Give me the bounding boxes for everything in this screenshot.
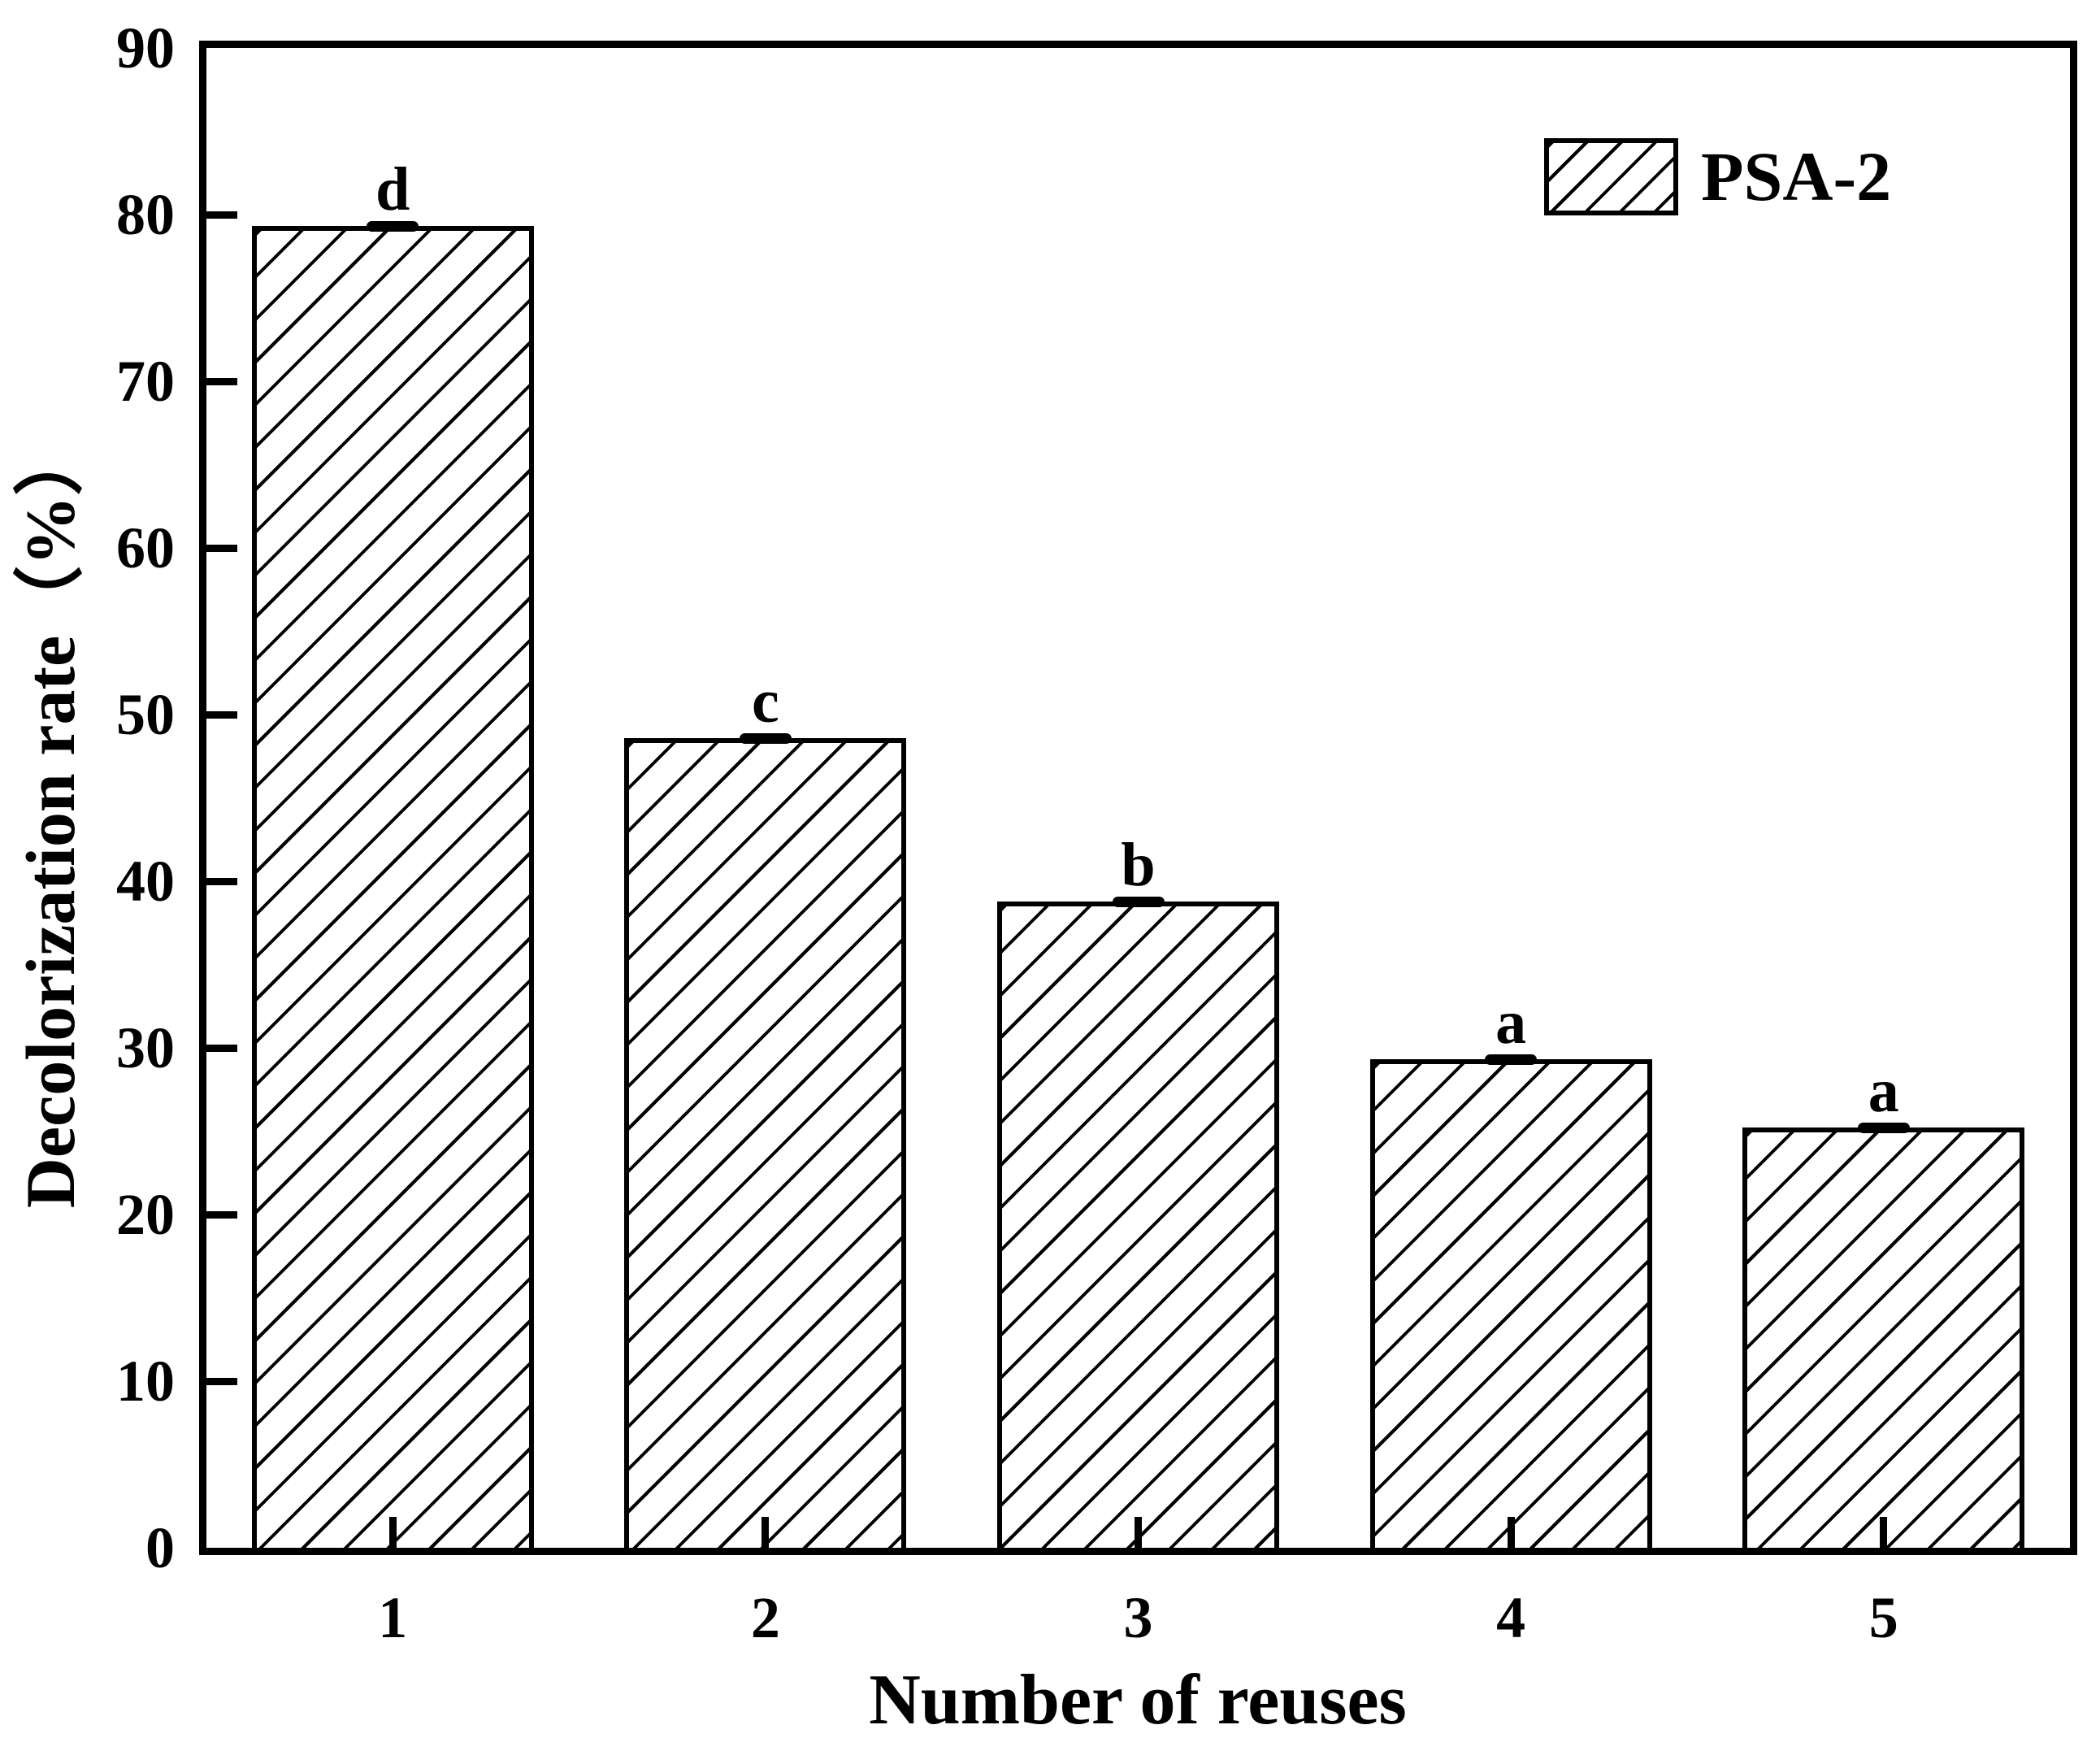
y-axis-tick — [206, 1210, 237, 1219]
x-axis-tick — [1135, 1517, 1142, 1548]
y-axis-tick-label: 0 — [145, 1515, 175, 1580]
y-axis-tick-label: 30 — [116, 1015, 175, 1080]
bar-reuse-5 — [1742, 1128, 2025, 1548]
y-axis-tick — [206, 544, 237, 552]
legend-swatch-hatch — [1544, 138, 1678, 215]
y-axis-tick — [206, 211, 237, 219]
error-bar-cap — [1857, 1123, 1910, 1134]
error-bar-cap — [1485, 1054, 1538, 1066]
y-axis-tick-label: 70 — [116, 349, 175, 414]
y-axis-tick — [206, 1377, 237, 1385]
x-axis-tick — [388, 1517, 397, 1548]
significance-letter: c — [752, 667, 779, 736]
y-axis-tick — [206, 377, 237, 385]
legend-label: PSA-2 — [1701, 137, 1892, 215]
y-axis-tick — [206, 1044, 237, 1052]
y-axis-tick-label: 90 — [116, 15, 175, 80]
y-axis-tick — [206, 877, 237, 885]
x-axis-tick — [761, 1517, 770, 1548]
error-bar-cap — [739, 732, 792, 744]
plot-area: d c b a a PSA-2 — [199, 41, 2077, 1555]
x-axis-tick-label: 5 — [1868, 1585, 1898, 1650]
x-axis-tick-label: 1 — [378, 1585, 408, 1650]
x-axis-tick — [1880, 1517, 1888, 1548]
significance-letter: a — [1868, 1057, 1899, 1126]
x-axis-title: Number of reuses — [869, 1661, 1407, 1740]
significance-letter: a — [1495, 988, 1527, 1058]
bar-reuse-3 — [997, 901, 1279, 1548]
bar-reuse-4 — [1369, 1059, 1652, 1548]
y-axis-tick — [206, 710, 237, 719]
x-axis-tick-label: 4 — [1496, 1585, 1526, 1650]
error-bar-cap — [1112, 896, 1165, 907]
x-axis-tick-label: 2 — [750, 1585, 780, 1650]
significance-letter: d — [375, 155, 410, 224]
bar-reuse-2 — [624, 737, 907, 1548]
y-axis-tick-label: 80 — [116, 182, 175, 247]
x-axis-tick-label: 3 — [1123, 1585, 1153, 1650]
y-axis-tick-label: 50 — [116, 682, 175, 747]
y-axis-tick-label: 40 — [116, 849, 175, 914]
x-axis-tick — [1507, 1517, 1515, 1548]
significance-letter: b — [1121, 830, 1156, 899]
error-bar-cap — [367, 221, 419, 232]
y-axis-tick-label: 20 — [116, 1182, 175, 1247]
y-axis-tick-label: 10 — [116, 1349, 175, 1414]
y-axis-tick-label: 60 — [116, 515, 175, 580]
bar-reuse-1 — [251, 226, 534, 1548]
legend: PSA-2 — [1544, 138, 1891, 215]
